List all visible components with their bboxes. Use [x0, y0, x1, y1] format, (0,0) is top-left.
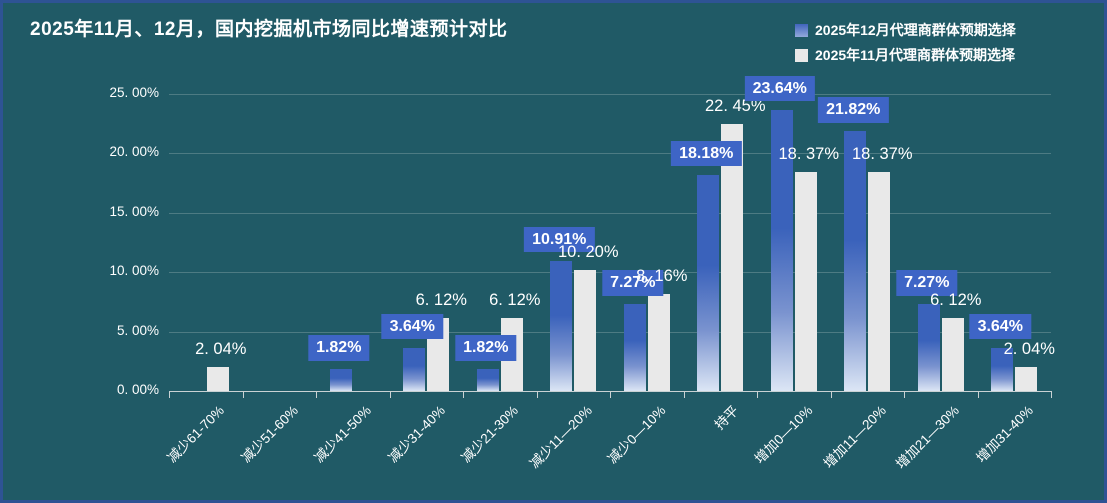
bar-value-label-november: 2. 04% — [1003, 339, 1055, 358]
bar-value-label-november: 6. 12% — [489, 291, 541, 310]
bar-december — [844, 131, 867, 391]
bar-december — [403, 347, 426, 391]
bar-value-label-december: 7.27% — [602, 270, 664, 296]
y-axis-tick-label: 25. 00% — [109, 84, 159, 100]
bar-december — [623, 304, 646, 391]
x-axis-tick — [536, 391, 538, 398]
chart-legend: 2025年12月代理商群体预期选择 2025年11月代理商群体预期选择 — [795, 20, 1016, 65]
bar-value-label-december: 3.64% — [381, 313, 443, 339]
bar-value-label-december: 3.64% — [969, 313, 1031, 339]
chart-title: 2025年11月、12月，国内挖掘机市场同比增速预计对比 — [30, 19, 508, 40]
bar-november — [574, 269, 597, 391]
bar-value-label-november: 22. 45% — [704, 96, 766, 115]
bar-december — [329, 369, 352, 391]
gridline — [169, 212, 1051, 214]
bar-value-label-december: 23.64% — [744, 75, 815, 101]
bar-november — [647, 293, 670, 391]
bar-value-label-december: 18.18% — [671, 140, 742, 166]
x-axis-tick — [169, 391, 170, 398]
x-axis-tick — [389, 391, 391, 398]
bar-value-label-november: 10. 20% — [557, 242, 619, 261]
x-axis-tick — [463, 391, 464, 398]
bar-december — [697, 174, 720, 391]
bar-value-label-december: 10.91% — [524, 227, 595, 253]
legend-label: 2025年12月代理商群体预期选择 — [815, 22, 1016, 38]
bar-value-label-november: 18. 37% — [778, 145, 840, 164]
legend-label: 2025年11月代理商群体预期选择 — [815, 47, 1015, 63]
x-axis-tick — [757, 391, 758, 398]
gridline — [169, 153, 1051, 154]
bar-november — [941, 318, 964, 391]
y-axis-tick-label: 20. 00% — [109, 144, 159, 159]
y-axis-tick-label: 10. 00% — [109, 263, 159, 278]
x-axis-tick — [683, 391, 685, 398]
bar-december — [550, 261, 573, 391]
gridline — [169, 93, 1051, 95]
bar-december — [917, 304, 940, 391]
x-axis-tick — [830, 391, 832, 398]
y-axis-tick-label: 5. 00% — [116, 322, 159, 338]
bar-value-label-december: 1.82% — [455, 335, 517, 361]
x-axis-tick — [904, 391, 905, 398]
y-axis-tick-label: 15. 00% — [109, 203, 159, 219]
bar-december — [770, 109, 793, 391]
gridline — [169, 331, 1051, 333]
bar-value-label-november: 6. 12% — [415, 291, 467, 310]
y-axis-tick-label: 0. 00% — [116, 382, 159, 397]
bar-december — [991, 347, 1014, 391]
x-axis-tick — [977, 391, 979, 398]
bar-value-label-december: 21.82% — [818, 97, 889, 123]
bar-value-label-november: 8. 16% — [636, 266, 688, 285]
bar-november — [868, 172, 891, 391]
legend-swatch-blue-icon — [795, 23, 808, 37]
legend-item-december[interactable]: 2025年12月代理商群体预期选择 — [795, 20, 1016, 40]
bar-november — [721, 123, 744, 391]
legend-item-november[interactable]: 2025年11月代理商群体预期选择 — [795, 45, 1016, 65]
bar-value-label-december: 1.82% — [308, 335, 370, 361]
bar-value-label-december: 7.27% — [896, 270, 958, 296]
bar-value-label-november: 2. 04% — [195, 339, 247, 358]
x-axis-tick — [610, 391, 611, 398]
x-axis-tick — [242, 391, 244, 398]
legend-swatch-white-icon — [795, 48, 808, 62]
bar-november — [206, 366, 229, 391]
x-axis-tick — [316, 391, 317, 398]
bar-value-label-november: 6. 12% — [930, 291, 982, 310]
x-axis-tick — [1051, 391, 1052, 398]
bar-december — [476, 369, 499, 391]
bar-november — [1015, 366, 1038, 391]
bar-november — [794, 172, 817, 391]
bar-value-label-november: 18. 37% — [851, 145, 913, 164]
